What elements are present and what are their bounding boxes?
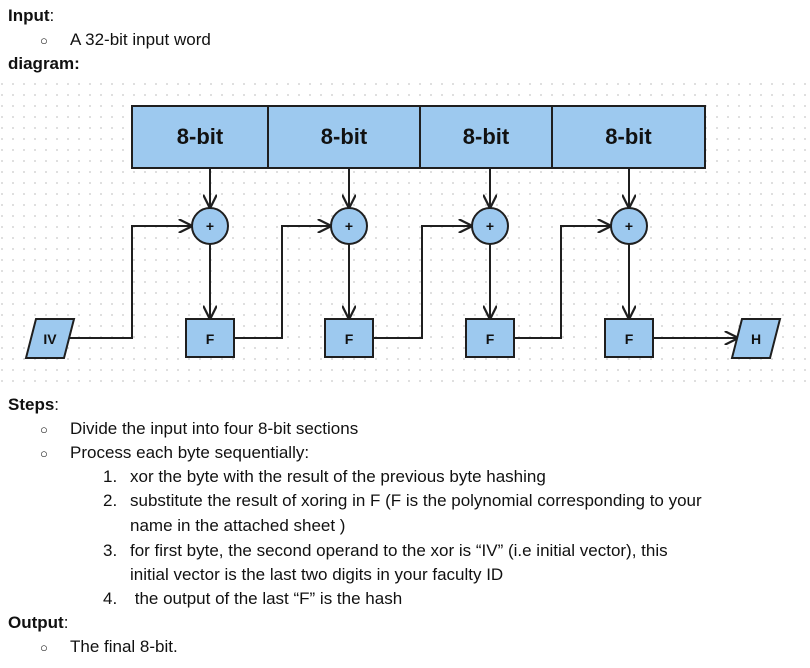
step-4-line-1: the output of the last “F” is the hash bbox=[130, 589, 403, 608]
iv-input-shape bbox=[24, 318, 76, 359]
input-heading: Input: bbox=[8, 6, 54, 26]
output-description: The final 8-bit. bbox=[70, 637, 178, 656]
iv-label: IV bbox=[43, 331, 57, 347]
byte-block-label-3: 8-bit bbox=[463, 124, 510, 149]
step-number-2: 2. bbox=[103, 491, 118, 510]
input-description: A 32-bit input word bbox=[70, 30, 211, 49]
input-heading-colon: : bbox=[49, 6, 55, 25]
byte-block-3 bbox=[419, 105, 553, 169]
step-number-3: 3. bbox=[103, 541, 118, 560]
byte-block-2 bbox=[267, 105, 421, 169]
arrow-f3-to-xor-4 bbox=[514, 226, 610, 339]
xor-symbol-4: + bbox=[625, 218, 633, 234]
steps-heading-label: Steps bbox=[8, 395, 55, 414]
xor-symbol-3: + bbox=[486, 218, 494, 234]
h-output-shape bbox=[730, 318, 782, 359]
output-heading: Output: bbox=[8, 613, 68, 633]
step-2-line-1: substitute the result of xoring in F (F … bbox=[130, 491, 702, 510]
diagram-heading: diagram: bbox=[8, 54, 80, 73]
steps-heading-colon: : bbox=[54, 395, 60, 414]
step-number-1: 1. bbox=[103, 467, 118, 486]
f-box-4 bbox=[604, 318, 654, 358]
byte-block-label-2: 8-bit bbox=[321, 124, 368, 149]
byte-block-1 bbox=[131, 105, 269, 169]
xor-symbol-2: + bbox=[345, 218, 353, 234]
arrow-f2-to-xor-3 bbox=[373, 226, 471, 339]
f-label-1: F bbox=[206, 331, 215, 347]
steps-bullet-2: Process each byte sequentially: bbox=[70, 443, 310, 462]
f-label-4: F bbox=[625, 331, 634, 347]
output-bullet-marker: ○ bbox=[40, 640, 48, 655]
output-heading-colon: : bbox=[63, 613, 69, 632]
h-label: H bbox=[751, 331, 761, 347]
steps-bullet-marker-2: ○ bbox=[40, 446, 48, 461]
f-label-2: F bbox=[345, 331, 354, 347]
input-bullet-marker: ○ bbox=[40, 33, 48, 48]
f-box-2 bbox=[324, 318, 374, 358]
step-2-line-2: name in the attached sheet ) bbox=[130, 516, 346, 535]
step-3-line-1: for first byte, the second operand to th… bbox=[130, 541, 668, 560]
output-heading-label: Output bbox=[8, 613, 64, 632]
hash-diagram: 8-bit 8-bit 8-bit 8-bit + F + F + F + F IV H bbox=[0, 82, 810, 386]
arrow-f1-to-xor-2 bbox=[234, 226, 330, 339]
xor-symbol-1: + bbox=[206, 218, 214, 234]
steps-heading: Steps: bbox=[8, 395, 59, 415]
byte-block-label-1: 8-bit bbox=[177, 124, 224, 149]
input-heading-label: Input bbox=[8, 6, 50, 25]
step-1-line-1: xor the byte with the result of the prev… bbox=[130, 467, 546, 486]
steps-bullet-marker-1: ○ bbox=[40, 422, 48, 437]
arrow-iv-to-xor-1 bbox=[70, 226, 191, 339]
step-3-line-2: initial vector is the last two digits in… bbox=[130, 565, 504, 584]
steps-bullet-1: Divide the input into four 8-bit section… bbox=[70, 419, 359, 438]
step-number-4: 4. bbox=[103, 589, 118, 608]
byte-block-label-4: 8-bit bbox=[605, 124, 652, 149]
f-label-3: F bbox=[486, 331, 495, 347]
